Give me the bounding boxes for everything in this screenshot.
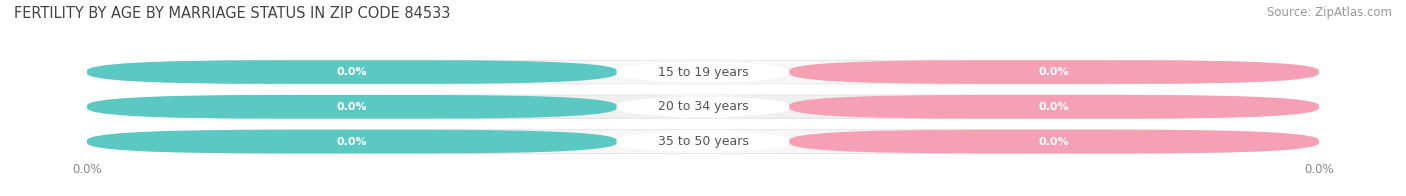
Text: 0.0%: 0.0% <box>336 67 367 77</box>
FancyBboxPatch shape <box>789 130 1319 153</box>
FancyBboxPatch shape <box>87 130 617 153</box>
FancyBboxPatch shape <box>87 60 617 84</box>
Text: 35 to 50 years: 35 to 50 years <box>658 135 748 148</box>
Text: FERTILITY BY AGE BY MARRIAGE STATUS IN ZIP CODE 84533: FERTILITY BY AGE BY MARRIAGE STATUS IN Z… <box>14 6 450 21</box>
FancyBboxPatch shape <box>87 95 1319 119</box>
Text: 0.0%: 0.0% <box>336 102 367 112</box>
FancyBboxPatch shape <box>617 61 789 83</box>
Text: 0.0%: 0.0% <box>1039 137 1070 147</box>
FancyBboxPatch shape <box>789 60 1319 84</box>
Text: 0.0%: 0.0% <box>1039 102 1070 112</box>
FancyBboxPatch shape <box>789 95 1319 119</box>
Text: 15 to 19 years: 15 to 19 years <box>658 65 748 79</box>
FancyBboxPatch shape <box>87 95 617 119</box>
Text: 0.0%: 0.0% <box>336 137 367 147</box>
FancyBboxPatch shape <box>617 95 789 118</box>
Text: Source: ZipAtlas.com: Source: ZipAtlas.com <box>1267 6 1392 19</box>
FancyBboxPatch shape <box>87 130 1319 153</box>
FancyBboxPatch shape <box>87 60 1319 84</box>
Text: 0.0%: 0.0% <box>1039 67 1070 77</box>
FancyBboxPatch shape <box>617 130 789 153</box>
Text: 20 to 34 years: 20 to 34 years <box>658 100 748 113</box>
